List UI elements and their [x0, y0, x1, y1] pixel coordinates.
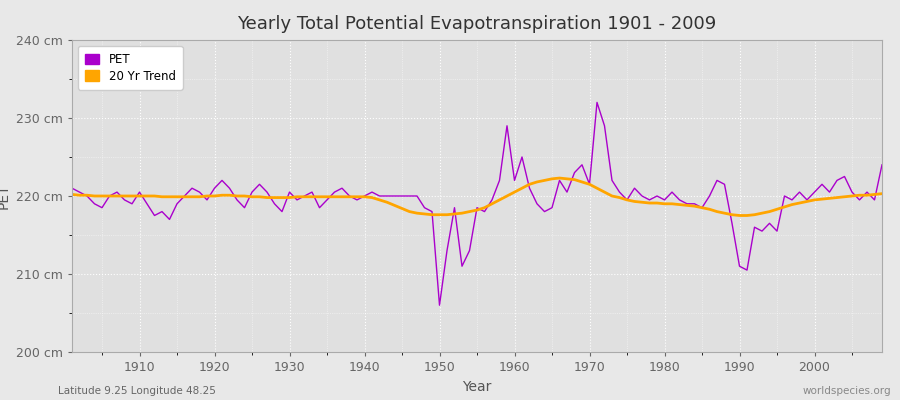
X-axis label: Year: Year — [463, 380, 491, 394]
PET — [509, 178, 520, 183]
PET — [434, 303, 445, 308]
PET — [877, 162, 887, 167]
20 Yr Trend — [877, 191, 887, 196]
Y-axis label: PET: PET — [0, 183, 11, 209]
20 Yr Trend — [501, 194, 512, 198]
20 Yr Trend — [67, 192, 77, 197]
PET — [614, 190, 625, 194]
Legend: PET, 20 Yr Trend: PET, 20 Yr Trend — [78, 46, 183, 90]
Text: worldspecies.org: worldspecies.org — [803, 386, 891, 396]
20 Yr Trend — [127, 194, 138, 198]
PET — [127, 201, 138, 206]
PET — [337, 186, 347, 190]
Title: Yearly Total Potential Evapotranspiration 1901 - 2009: Yearly Total Potential Evapotranspiratio… — [238, 15, 716, 33]
20 Yr Trend — [554, 176, 565, 180]
20 Yr Trend — [607, 194, 617, 198]
20 Yr Trend — [509, 190, 520, 194]
PET — [517, 154, 527, 159]
Line: 20 Yr Trend: 20 Yr Trend — [72, 178, 882, 216]
PET — [591, 100, 602, 105]
PET — [67, 186, 77, 190]
20 Yr Trend — [734, 213, 745, 218]
Text: Latitude 9.25 Longitude 48.25: Latitude 9.25 Longitude 48.25 — [58, 386, 216, 396]
Line: PET: PET — [72, 102, 882, 305]
PET — [292, 198, 302, 202]
20 Yr Trend — [292, 194, 302, 199]
20 Yr Trend — [337, 194, 347, 199]
